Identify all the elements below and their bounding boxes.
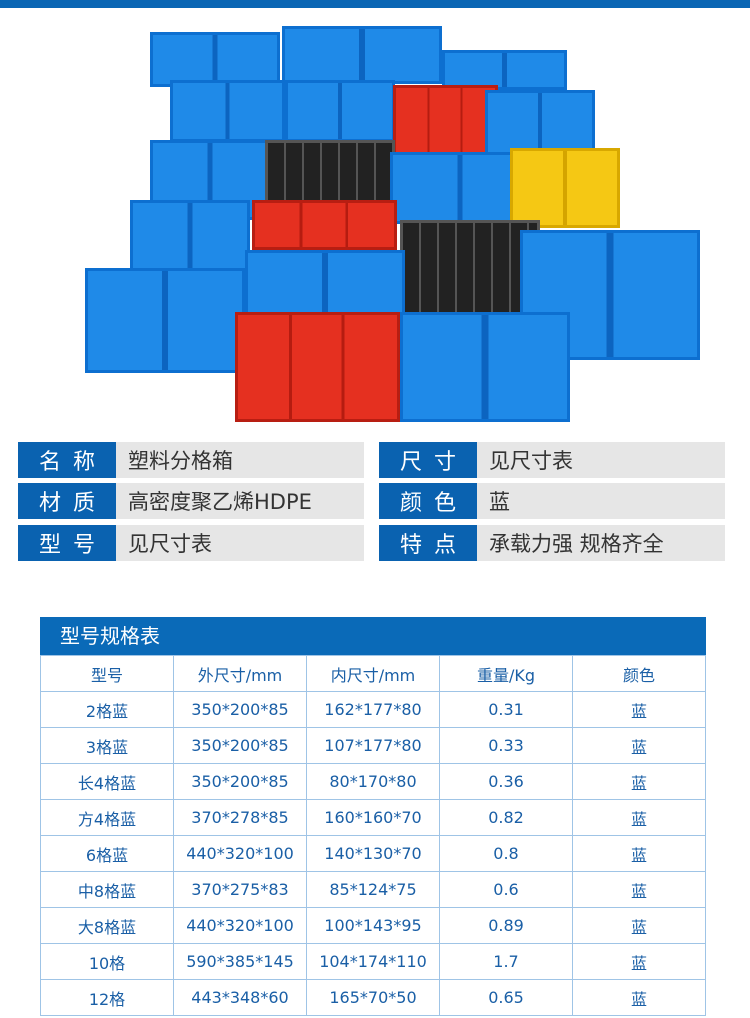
table-cell: 外尺寸/mm — [173, 655, 307, 692]
label: 尺寸 — [379, 442, 477, 478]
table-cell: 0.6 — [439, 871, 573, 908]
table-cell: 590*385*145 — [173, 943, 307, 980]
table-row: 3格蓝 350*200*85 107*177*80 0.33 蓝 — [40, 727, 706, 764]
table-cell: 型号 — [40, 655, 174, 692]
info-size: 尺寸 见尺寸表 — [379, 442, 725, 478]
table-cell: 蓝 — [572, 979, 706, 1016]
table-cell: 100*143*95 — [306, 907, 440, 944]
table-cell: 内尺寸/mm — [306, 655, 440, 692]
table-cell: 3格蓝 — [40, 727, 174, 764]
table-cell: 160*160*70 — [306, 799, 440, 836]
table-cell: 350*200*85 — [173, 691, 307, 728]
table-cell: 12格 — [40, 979, 174, 1016]
table-cell: 2格蓝 — [40, 691, 174, 728]
table-row: 6格蓝 440*320*100 140*130*70 0.8 蓝 — [40, 835, 706, 872]
table-cell: 350*200*85 — [173, 763, 307, 800]
table-cell: 0.36 — [439, 763, 573, 800]
value: 高密度聚乙烯HDPE — [116, 483, 364, 519]
spec-table: 型号规格表 型号 外尺寸/mm 内尺寸/mm 重量/Kg 颜色 2格蓝 350*200*85… — [40, 617, 706, 1016]
table-cell: 370*275*83 — [173, 871, 307, 908]
table-cell: 0.33 — [439, 727, 573, 764]
table-cell: 0.82 — [439, 799, 573, 836]
table-cell: 重量/Kg — [439, 655, 573, 692]
table-cell: 蓝 — [572, 727, 706, 764]
table-row: 大8格蓝 440*320*100 100*143*95 0.89 蓝 — [40, 907, 706, 944]
table-header-row: 型号 外尺寸/mm 内尺寸/mm 重量/Kg 颜色 — [40, 655, 706, 692]
table-cell: 440*320*100 — [173, 835, 307, 872]
info-feature: 特点 承载力强 规格齐全 — [379, 525, 725, 561]
info-name: 名称 塑料分格箱 — [18, 442, 364, 478]
table-cell: 大8格蓝 — [40, 907, 174, 944]
table-row: 12格 443*348*60 165*70*50 0.65 蓝 — [40, 979, 706, 1016]
label: 材质 — [18, 483, 116, 519]
table-cell: 107*177*80 — [306, 727, 440, 764]
label: 特点 — [379, 525, 477, 561]
table-cell: 颜色 — [572, 655, 706, 692]
table-cell: 0.65 — [439, 979, 573, 1016]
table-row: 2格蓝 350*200*85 162*177*80 0.31 蓝 — [40, 691, 706, 728]
table-row: 长4格蓝 350*200*85 80*170*80 0.36 蓝 — [40, 763, 706, 800]
table-cell: 10格 — [40, 943, 174, 980]
table-cell: 蓝 — [572, 835, 706, 872]
table-row: 10格 590*385*145 104*174*110 1.7 蓝 — [40, 943, 706, 980]
table-cell: 蓝 — [572, 871, 706, 908]
table-cell: 165*70*50 — [306, 979, 440, 1016]
table-cell: 443*348*60 — [173, 979, 307, 1016]
table-cell: 6格蓝 — [40, 835, 174, 872]
table-cell: 蓝 — [572, 691, 706, 728]
table-cell: 方4格蓝 — [40, 799, 174, 836]
table-cell: 140*130*70 — [306, 835, 440, 872]
label: 名称 — [18, 442, 116, 478]
value: 见尺寸表 — [116, 525, 364, 561]
table-cell: 蓝 — [572, 907, 706, 944]
table-cell: 0.8 — [439, 835, 573, 872]
info-material: 材质 高密度聚乙烯HDPE — [18, 483, 364, 519]
product-photo — [60, 20, 710, 430]
info-color: 颜色蓝 — [379, 483, 725, 519]
table-cell: 0.89 — [439, 907, 573, 944]
table-cell: 85*124*75 — [306, 871, 440, 908]
table-cell: 0.31 — [439, 691, 573, 728]
label: 型号 — [18, 525, 116, 561]
top-banner-bar — [0, 0, 750, 8]
table-row: 中8格蓝 370*275*83 85*124*75 0.6 蓝 — [40, 871, 706, 908]
table-row: 方4格蓝 370*278*85 160*160*70 0.82 蓝 — [40, 799, 706, 836]
table-cell: 80*170*80 — [306, 763, 440, 800]
info-model: 型号 见尺寸表 — [18, 525, 364, 561]
spec-table-title: 型号规格表 — [40, 617, 706, 655]
table-cell: 中8格蓝 — [40, 871, 174, 908]
table-cell: 1.7 — [439, 943, 573, 980]
label: 颜色 — [379, 483, 477, 519]
table-cell: 蓝 — [572, 763, 706, 800]
table-cell: 162*177*80 — [306, 691, 440, 728]
value: 见尺寸表 — [477, 442, 725, 478]
table-cell: 104*174*110 — [306, 943, 440, 980]
value: 承载力强 规格齐全 — [477, 525, 725, 561]
table-cell: 350*200*85 — [173, 727, 307, 764]
value: 蓝 — [477, 483, 725, 519]
table-cell: 370*278*85 — [173, 799, 307, 836]
table-cell: 蓝 — [572, 943, 706, 980]
table-cell: 长4格蓝 — [40, 763, 174, 800]
table-cell: 440*320*100 — [173, 907, 307, 944]
table-cell: 蓝 — [572, 799, 706, 836]
value: 塑料分格箱 — [116, 442, 364, 478]
